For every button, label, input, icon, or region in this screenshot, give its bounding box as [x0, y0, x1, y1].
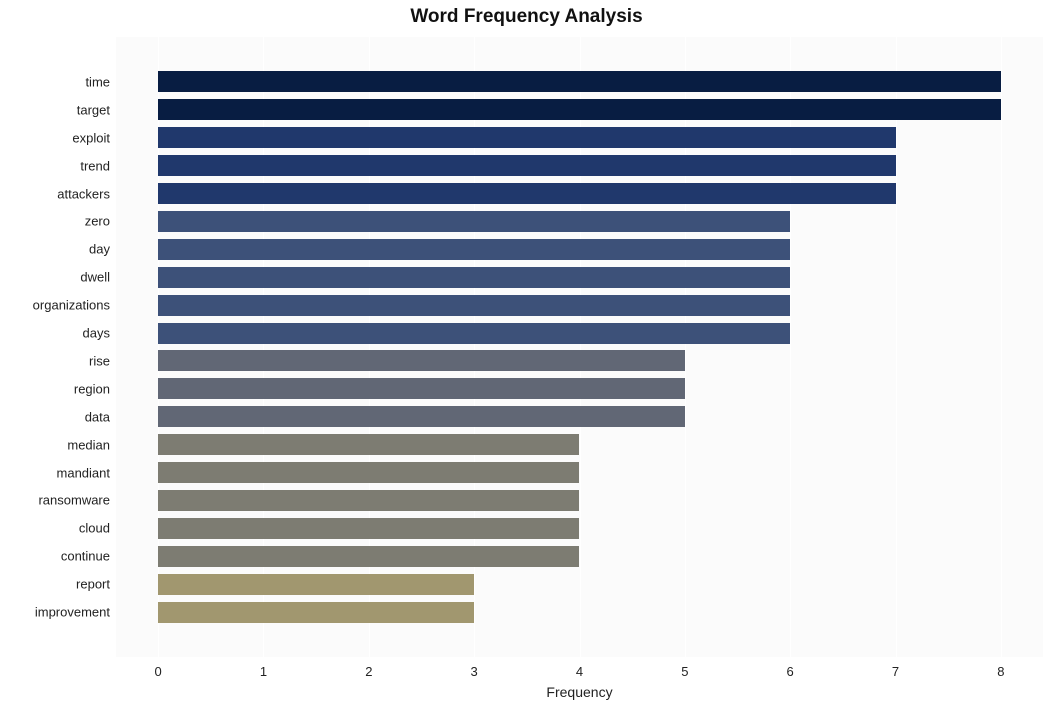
bar: [158, 155, 895, 176]
x-tick-label: 5: [681, 664, 688, 679]
y-tick-label: data: [85, 409, 110, 424]
bar: [158, 295, 790, 316]
bar: [158, 546, 579, 567]
bar: [158, 490, 579, 511]
gridline: [1001, 37, 1002, 657]
x-tick-label: 3: [471, 664, 478, 679]
plot-area: timetargetexploittrendattackerszerodaydw…: [116, 37, 1043, 657]
y-tick-label: trend: [80, 158, 110, 173]
y-tick-label: attackers: [57, 186, 110, 201]
x-tick-label: 8: [997, 664, 1004, 679]
y-tick-label: report: [76, 577, 110, 592]
bar: [158, 602, 474, 623]
y-tick-label: cloud: [79, 521, 110, 536]
x-tick-label: 2: [365, 664, 372, 679]
bar: [158, 350, 685, 371]
y-tick-label: organizations: [33, 298, 110, 313]
bar: [158, 211, 790, 232]
y-tick-label: exploit: [72, 130, 110, 145]
x-tick-label: 6: [787, 664, 794, 679]
y-tick-label: mandiant: [57, 465, 110, 480]
bar: [158, 267, 790, 288]
x-tick-label: 0: [155, 664, 162, 679]
bar: [158, 239, 790, 260]
y-tick-label: ransomware: [38, 493, 110, 508]
y-tick-label: days: [83, 326, 110, 341]
bar: [158, 406, 685, 427]
x-axis-label: Frequency: [546, 684, 612, 700]
x-tick-label: 4: [576, 664, 583, 679]
word-frequency-chart: Word Frequency Analysis timetargetexploi…: [0, 0, 1053, 701]
y-tick-label: day: [89, 242, 110, 257]
x-tick-label: 1: [260, 664, 267, 679]
bar: [158, 462, 579, 483]
y-tick-label: rise: [89, 353, 110, 368]
x-tick-label: 7: [892, 664, 899, 679]
y-tick-label: time: [85, 74, 110, 89]
bar: [158, 71, 1001, 92]
y-tick-label: region: [74, 381, 110, 396]
chart-title: Word Frequency Analysis: [0, 6, 1053, 28]
y-tick-label: improvement: [35, 605, 110, 620]
gridline: [896, 37, 897, 657]
bar: [158, 518, 579, 539]
bar: [158, 183, 895, 204]
y-tick-label: continue: [61, 549, 110, 564]
y-tick-label: median: [67, 437, 110, 452]
bar: [158, 574, 474, 595]
y-tick-label: dwell: [80, 270, 110, 285]
bar: [158, 378, 685, 399]
y-tick-label: target: [77, 102, 110, 117]
bar: [158, 434, 579, 455]
bar: [158, 323, 790, 344]
bar: [158, 99, 1001, 120]
bar: [158, 127, 895, 148]
y-tick-label: zero: [85, 214, 110, 229]
